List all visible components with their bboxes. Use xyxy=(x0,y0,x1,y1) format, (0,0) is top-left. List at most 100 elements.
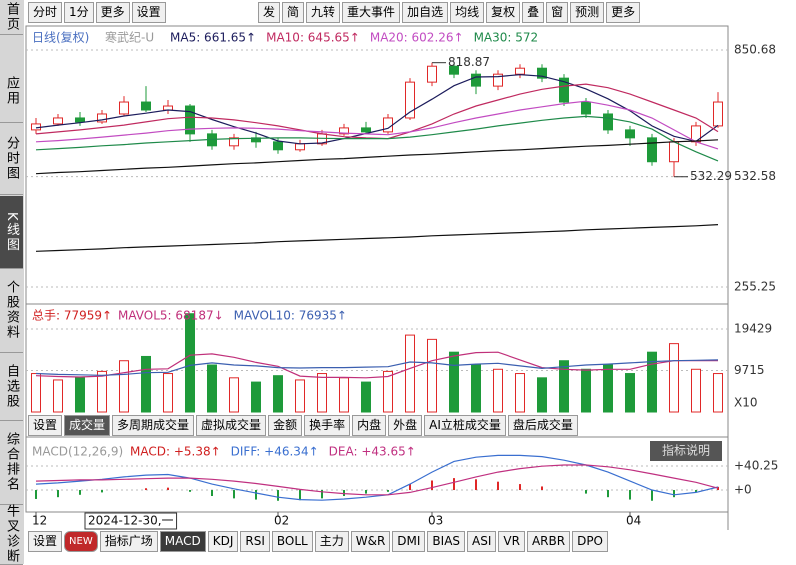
toolbar-button[interactable]: 重大事件 xyxy=(342,2,401,23)
crosshair-date: 2024-12-30,一 xyxy=(88,514,174,528)
candle-body xyxy=(625,129,635,139)
sidebar: 首页 应用 分时图 K线图 个股资料 自选股 综合排名 牛叉诊断 xyxy=(0,0,24,565)
volume-label: 总手: 77959↑ xyxy=(32,309,112,323)
unit-label: X10 xyxy=(734,396,758,410)
volume-bar xyxy=(119,360,129,413)
toolbar-button[interactable]: 简 xyxy=(282,2,305,23)
tab[interactable]: DPO xyxy=(572,531,608,552)
sidebar-item[interactable]: 个股资料 xyxy=(0,268,23,353)
tab[interactable]: 外盘 xyxy=(388,415,423,436)
tab[interactable]: 设置 xyxy=(28,531,63,552)
series-line xyxy=(35,73,719,145)
volume-bar xyxy=(361,381,371,413)
macd-title: MACD(12,26,9) xyxy=(32,445,123,459)
tab[interactable]: ARBR xyxy=(526,531,571,552)
volume-bar xyxy=(515,373,525,413)
tab[interactable]: 成交量 xyxy=(64,415,111,436)
tab[interactable]: 换手率 xyxy=(304,415,351,436)
candle-body xyxy=(163,105,173,111)
volume-bar xyxy=(207,364,217,413)
tab[interactable]: 设置 xyxy=(28,415,63,436)
legend-entry: MA10: 645.65↑ xyxy=(266,31,360,45)
x-tick-label: 04 xyxy=(626,514,641,528)
toolbar-button[interactable]: 更多 xyxy=(606,2,641,23)
sidebar-item[interactable]: 分时图 xyxy=(0,122,23,195)
sidebar-item[interactable]: 应用 xyxy=(0,60,23,123)
series-line xyxy=(35,359,719,376)
toolbar-button[interactable]: 发 xyxy=(258,2,281,23)
x-tick-label: 12 xyxy=(32,514,47,528)
y-tick-label: +40.25 xyxy=(734,459,778,473)
toolbar-button[interactable]: 九转 xyxy=(306,2,341,23)
volume-bar xyxy=(141,355,151,413)
candle-body xyxy=(361,127,371,133)
sidebar-item[interactable]: 首页 xyxy=(0,0,23,35)
series-line xyxy=(35,115,719,162)
legend-entry: DIFF: +46.34↑ xyxy=(231,445,319,459)
tab[interactable]: VR xyxy=(498,531,525,552)
sidebar-item[interactable]: K线图 xyxy=(0,196,23,269)
tab[interactable]: 多周期成交量 xyxy=(112,415,195,436)
tab[interactable]: W&R xyxy=(350,531,391,552)
legend-entry: MAVOL5: 68187↓ xyxy=(118,309,224,323)
tab[interactable]: NEW xyxy=(64,531,98,552)
volume-bar xyxy=(97,370,107,413)
toolbar-button[interactable]: 叠 xyxy=(522,2,545,23)
candle-body xyxy=(405,81,415,119)
tab[interactable]: 金额 xyxy=(268,415,303,436)
sidebar-item[interactable]: 自选股 xyxy=(0,352,23,421)
toolbar-button[interactable]: 设置 xyxy=(131,2,166,23)
volume-bar xyxy=(537,377,547,413)
toolbar-button[interactable]: 加自选 xyxy=(402,2,449,23)
toolbar-button[interactable]: 均线 xyxy=(450,2,485,23)
tab[interactable]: DMI xyxy=(392,531,426,552)
legend-entry: MA5: 661.65↑ xyxy=(170,31,256,45)
tab[interactable]: RSI xyxy=(240,531,270,552)
toolbar-button[interactable]: 复权 xyxy=(486,2,521,23)
indicator-tabs: 设置 NEW 指标广场 MACD KDJ RSI BOLL 主力 W&R DMI BIAS ASI VR… xyxy=(28,531,610,552)
volume-bar xyxy=(163,373,173,413)
volume-bar xyxy=(471,364,481,413)
volume-tabs: 设置 成交量 多周期成交量 虚拟成交量 金额 换手率 内盘 外盘 AI立桩成交量 盘后成交量 xyxy=(28,415,580,436)
tab[interactable]: BOLL xyxy=(271,531,313,552)
tab[interactable]: MACD xyxy=(159,531,206,552)
toolbar-button[interactable]: 预测 xyxy=(570,2,605,23)
tab[interactable]: KDJ xyxy=(207,531,239,552)
volume-bar xyxy=(185,313,195,413)
tab[interactable]: 指标广场 xyxy=(99,531,158,552)
candle-body xyxy=(471,73,481,87)
volume-bar xyxy=(383,370,393,413)
toolbar-button[interactable]: 更多 xyxy=(95,2,130,23)
tab[interactable]: 盘后成交量 xyxy=(507,415,578,436)
volume-bar xyxy=(295,379,305,413)
toolbar-button[interactable]: 窗 xyxy=(546,2,569,23)
sidebar-item[interactable]: 综合排名 xyxy=(0,420,23,505)
tab[interactable]: BIAS xyxy=(427,531,466,552)
volume-bar xyxy=(317,373,327,413)
tab[interactable]: 内盘 xyxy=(352,415,387,436)
series-line xyxy=(35,454,719,501)
legend-entry: MA30: 572 xyxy=(474,31,539,45)
tab[interactable]: AI立桩成交量 xyxy=(424,415,506,436)
volume-bar xyxy=(603,364,613,413)
toolbar-button[interactable]: 1分 xyxy=(64,2,94,23)
y-tick-label: +0 xyxy=(734,483,752,497)
volume-bar xyxy=(273,375,283,413)
legend-entry: DEA: +43.65↑ xyxy=(329,445,416,459)
period-label: 日线(复权) xyxy=(32,31,89,45)
tab[interactable]: 虚拟成交量 xyxy=(196,415,267,436)
tab[interactable]: ASI xyxy=(467,531,497,552)
candle-body xyxy=(141,101,151,111)
annotation: 532.29 xyxy=(690,169,732,183)
volume-bar xyxy=(581,368,591,413)
annotation: 818.87 xyxy=(448,55,490,69)
help-button[interactable]: 指标说明 xyxy=(662,443,710,458)
tab[interactable]: 主力 xyxy=(314,531,349,552)
volume-bar xyxy=(559,360,569,413)
y-tick-label: 532.58 xyxy=(734,169,776,183)
candle-body xyxy=(229,137,239,147)
toolbar-button[interactable]: 分时 xyxy=(28,2,63,23)
help-button-bg[interactable] xyxy=(650,441,722,461)
candle-body xyxy=(339,127,349,135)
volume-bar xyxy=(53,379,63,413)
